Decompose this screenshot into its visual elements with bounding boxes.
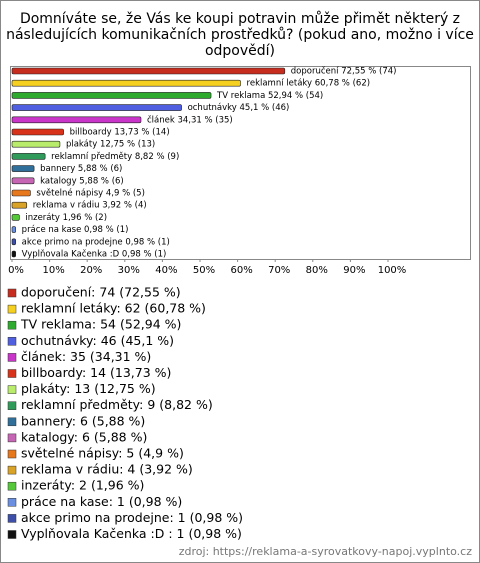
chart-title: odpovědí) [205, 43, 275, 59]
chart-title: následujících komunikačních prostředků? … [6, 27, 474, 43]
bar [11, 165, 35, 172]
bar [11, 153, 46, 160]
legend-swatch [7, 288, 17, 298]
legend-entry: inzeráty: 2 (1,96 %) [21, 478, 144, 493]
legend-swatch [7, 304, 17, 314]
source: zdroj: https://reklama-a-syrovatkovy-nap… [179, 545, 473, 558]
value-label: plakáty 12,75 % (13) [66, 140, 155, 150]
x-tick-label: 80% [306, 265, 328, 276]
legend-swatch [7, 530, 17, 539]
value-label: katalogy 5,88 % (6) [40, 176, 124, 186]
legend-swatch [7, 401, 17, 410]
x-tick-label: 60% [230, 265, 252, 276]
bar [11, 140, 61, 148]
bar [11, 128, 64, 136]
legend-swatch [7, 449, 17, 459]
x-tick-label: 0% [8, 265, 24, 276]
bar [11, 214, 20, 221]
legend-swatch [7, 481, 17, 491]
bar [11, 67, 286, 75]
legend-swatch [7, 337, 17, 346]
legend-entry: plakáty: 13 (12,75 %) [21, 381, 156, 396]
legend-entry: článek: 35 (34,31 %) [21, 349, 151, 364]
value-label: práce na kase 0,98 % (1) [22, 225, 129, 235]
bar [11, 238, 16, 246]
legend-entry: Vyplňovala Kačenka :D : 1 (0,98 %) [21, 526, 242, 541]
value-label: ochutnávky 45,1 % (46) [188, 103, 290, 113]
legend-swatch [7, 369, 17, 378]
legend-swatch [7, 514, 17, 523]
bar [11, 177, 35, 185]
legend-swatch [7, 465, 17, 475]
legend-swatch [7, 417, 17, 427]
x-tick-label: 100% [378, 265, 407, 276]
value-label: Vyplňovala Kačenka :D 0,98 % (1) [22, 249, 167, 260]
value-label: reklamní předměty 8,82 % (9) [51, 152, 179, 162]
legend-swatch [7, 433, 17, 443]
chart-title: Domníváte se, že Vás ke koupi potravin m… [20, 11, 460, 27]
value-label: inzeráty 1,96 % (2) [25, 213, 107, 223]
x-tick-label: 90% [343, 265, 365, 276]
value-label: článek 34,31 % (35) [147, 114, 233, 125]
value-label: reklama v rádiu 3,92 % (4) [33, 201, 147, 211]
value-label: billboardy 13,73 % (14) [70, 128, 170, 138]
bar [11, 226, 16, 233]
legend-entry: ochutnávky: 46 (45,1 %) [21, 333, 174, 348]
x-tick-label: 20% [80, 265, 102, 276]
x-tick-label: 50% [193, 265, 215, 276]
value-label: TV reklama 52,94 % (54) [216, 91, 323, 101]
x-tick-label: 30% [118, 265, 140, 276]
legend-entry: doporučení: 74 (72,55 %) [21, 285, 181, 300]
legend-entry: TV reklama: 54 (52,94 %) [20, 317, 181, 332]
legend-swatch [7, 320, 17, 330]
legend-entry: bannery: 6 (5,88 %) [21, 413, 145, 428]
legend-entry: světelné nápisy: 5 (4,9 %) [21, 446, 184, 461]
value-label: světelné nápisy 4,9 % (5) [36, 188, 144, 199]
bar [11, 79, 241, 87]
legend-entry: katalogy: 6 (5,88 %) [21, 429, 147, 444]
value-label: bannery 5,88 % (6) [40, 164, 122, 174]
legend-swatch [7, 353, 17, 362]
legend-swatch [7, 498, 17, 507]
x-tick-label: 40% [155, 265, 177, 276]
bar [11, 189, 31, 197]
value-label: akce primo na prodejne 0,98 % (1) [22, 237, 170, 247]
bar [11, 104, 182, 111]
legend-entry: reklamní předměty: 9 (8,82 %) [21, 397, 213, 412]
legend-swatch [7, 385, 17, 394]
bar [11, 92, 212, 99]
bar [11, 201, 28, 209]
x-tick-label: 10% [42, 265, 64, 276]
value-label: reklamní letáky 60,78 % (62) [247, 79, 371, 89]
legend-entry: akce primo na prodejne: 1 (0,98 %) [21, 510, 243, 525]
legend-entry: práce na kase: 1 (0,98 %) [21, 494, 182, 509]
legend-entry: reklama v rádiu: 4 (3,92 %) [21, 462, 193, 477]
legend-entry: billboardy: 14 (13,73 %) [21, 365, 171, 380]
bar [11, 250, 16, 258]
legend-entry: reklamní letáky: 62 (60,78 %) [21, 301, 206, 316]
value-label: doporučení 72,55 % (74) [291, 66, 397, 77]
bar [11, 116, 142, 124]
x-tick-label: 70% [268, 265, 290, 276]
